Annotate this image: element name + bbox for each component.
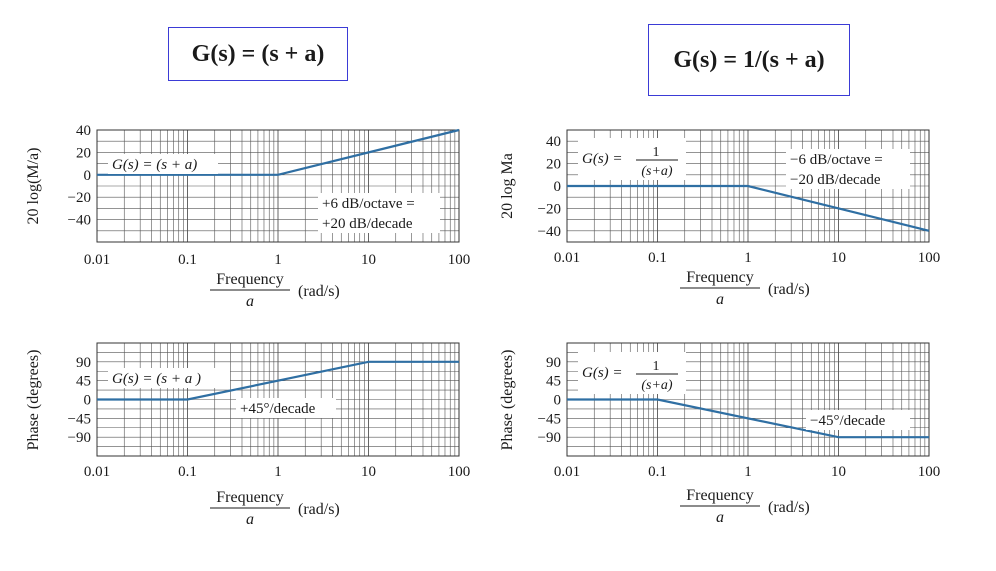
y-tick-label: −90 [68, 430, 91, 446]
x-tick-label: 1 [744, 250, 752, 266]
x-label-denominator: a [246, 293, 254, 310]
y-axis-label: Phase (degrees) [499, 350, 516, 451]
x-tick-label: 100 [918, 250, 941, 266]
y-tick-label: 40 [76, 123, 91, 139]
x-tick-label: 1 [274, 252, 282, 268]
x-tick-label: 0.1 [648, 464, 667, 480]
x-tick-label: 0.01 [554, 464, 580, 480]
asymptote-line [567, 184, 930, 232]
y-tick-label: 0 [84, 393, 92, 409]
slope-label-2: −20 dB/decade [790, 172, 881, 188]
y-tick-label: −20 [68, 190, 91, 206]
asymptote-line [97, 128, 460, 176]
chart-mag-left: 40 20 0 −20 −40 0.01 0.1 1 10 100 20 log(M/a) Frequ… [25, 123, 470, 310]
x-tick-label: 10 [361, 252, 376, 268]
x-tick-label: 10 [831, 250, 846, 266]
y-tick-label: 90 [546, 355, 561, 371]
x-label-unit: (rad/s) [298, 501, 340, 518]
y-tick-label: 0 [554, 179, 562, 195]
y-tick-label: 45 [546, 374, 561, 390]
x-tick-label: 100 [448, 464, 471, 480]
asymptote-line [567, 398, 929, 439]
annotation-bg [108, 154, 218, 174]
x-label-unit: (rad/s) [298, 283, 340, 300]
y-tick-label: 40 [546, 134, 561, 150]
y-tick-label: 45 [76, 374, 91, 390]
function-label: G(s) = [582, 151, 623, 167]
slope-label-1: +6 dB/octave = [322, 196, 415, 212]
y-tick-label: −45 [68, 411, 91, 427]
y-tick-label: 20 [76, 145, 91, 161]
x-tick-label: 10 [361, 464, 376, 480]
slope-label-1: −6 dB/octave = [790, 152, 883, 168]
x-tick-label: 0.01 [554, 250, 580, 266]
y-tick-label: −90 [538, 430, 561, 446]
slope-label-2: +20 dB/decade [322, 216, 413, 232]
function-denominator: (s+a) [641, 164, 673, 179]
slope-label-1: +45°/decade [240, 401, 316, 417]
title-left-text: G(s) = (s + a) [191, 40, 325, 67]
title-right: G(s) = 1/(s + a) [648, 24, 850, 96]
function-numerator: 1 [653, 359, 660, 374]
x-label-unit: (rad/s) [768, 499, 810, 516]
x-label-unit: (rad/s) [768, 281, 810, 298]
x-label-numerator: Frequency [686, 487, 754, 504]
function-label: G(s) = (s + a ) [112, 371, 201, 387]
x-tick-label: 100 [448, 252, 471, 268]
annotation-bg [108, 368, 230, 388]
chart-phase-right: 90 45 0 −45 −90 0.01 0.1 1 10 100 Phase (degrees) F… [499, 342, 941, 526]
slope-label-1: −45°/decade [810, 413, 886, 429]
title-right-text: G(s) = 1/(s + a) [673, 46, 825, 73]
x-tick-label: 0.1 [648, 250, 667, 266]
asymptote-line [97, 360, 459, 401]
y-tick-label: −40 [538, 224, 561, 240]
x-label-numerator: Frequency [216, 271, 284, 288]
x-label-numerator: Frequency [216, 489, 284, 506]
y-tick-label: −20 [538, 201, 561, 217]
function-numerator: 1 [653, 145, 660, 160]
y-tick-label: 90 [76, 355, 91, 371]
x-label-denominator: a [716, 509, 724, 526]
function-label: G(s) = [582, 365, 623, 381]
x-tick-label: 1 [274, 464, 282, 480]
y-tick-label: 0 [84, 168, 92, 184]
chart-phase-left: 90 45 0 −45 −90 0.01 0.1 1 10 100 Phase (degrees) F… [25, 342, 471, 528]
annotation-bg [318, 193, 440, 233]
x-label-denominator: a [246, 511, 254, 528]
annotation-bg [578, 138, 686, 180]
function-label: G(s) = (s + a) [112, 157, 197, 173]
x-tick-label: 10 [831, 464, 846, 480]
y-axis-label: 20 log(M/a) [25, 148, 42, 225]
y-tick-label: −45 [538, 411, 561, 427]
y-tick-label: −40 [68, 213, 91, 229]
x-tick-label: 100 [918, 464, 941, 480]
plot-frame [96, 129, 460, 243]
chart-mag-right: 40 20 0 −20 −40 0.01 0.1 1 10 100 20 log Ma Frequen… [499, 129, 941, 308]
y-tick-label: 0 [554, 393, 562, 409]
annotation-bg [578, 352, 686, 394]
annotation-bg [236, 398, 336, 418]
x-tick-label: 0.1 [178, 464, 197, 480]
annotation-bg [786, 149, 910, 189]
title-left: G(s) = (s + a) [168, 27, 348, 81]
x-tick-label: 1 [744, 464, 752, 480]
x-tick-label: 0.01 [84, 464, 110, 480]
y-axis-label: 20 log Ma [499, 153, 516, 219]
x-label-denominator: a [716, 291, 724, 308]
x-label-numerator: Frequency [686, 269, 754, 286]
x-tick-label: 0.1 [178, 252, 197, 268]
y-tick-label: 20 [546, 157, 561, 173]
y-axis-label: Phase (degrees) [25, 350, 42, 451]
annotation-bg [806, 410, 910, 430]
x-tick-label: 0.01 [84, 252, 110, 268]
function-denominator: (s+a) [641, 378, 673, 393]
